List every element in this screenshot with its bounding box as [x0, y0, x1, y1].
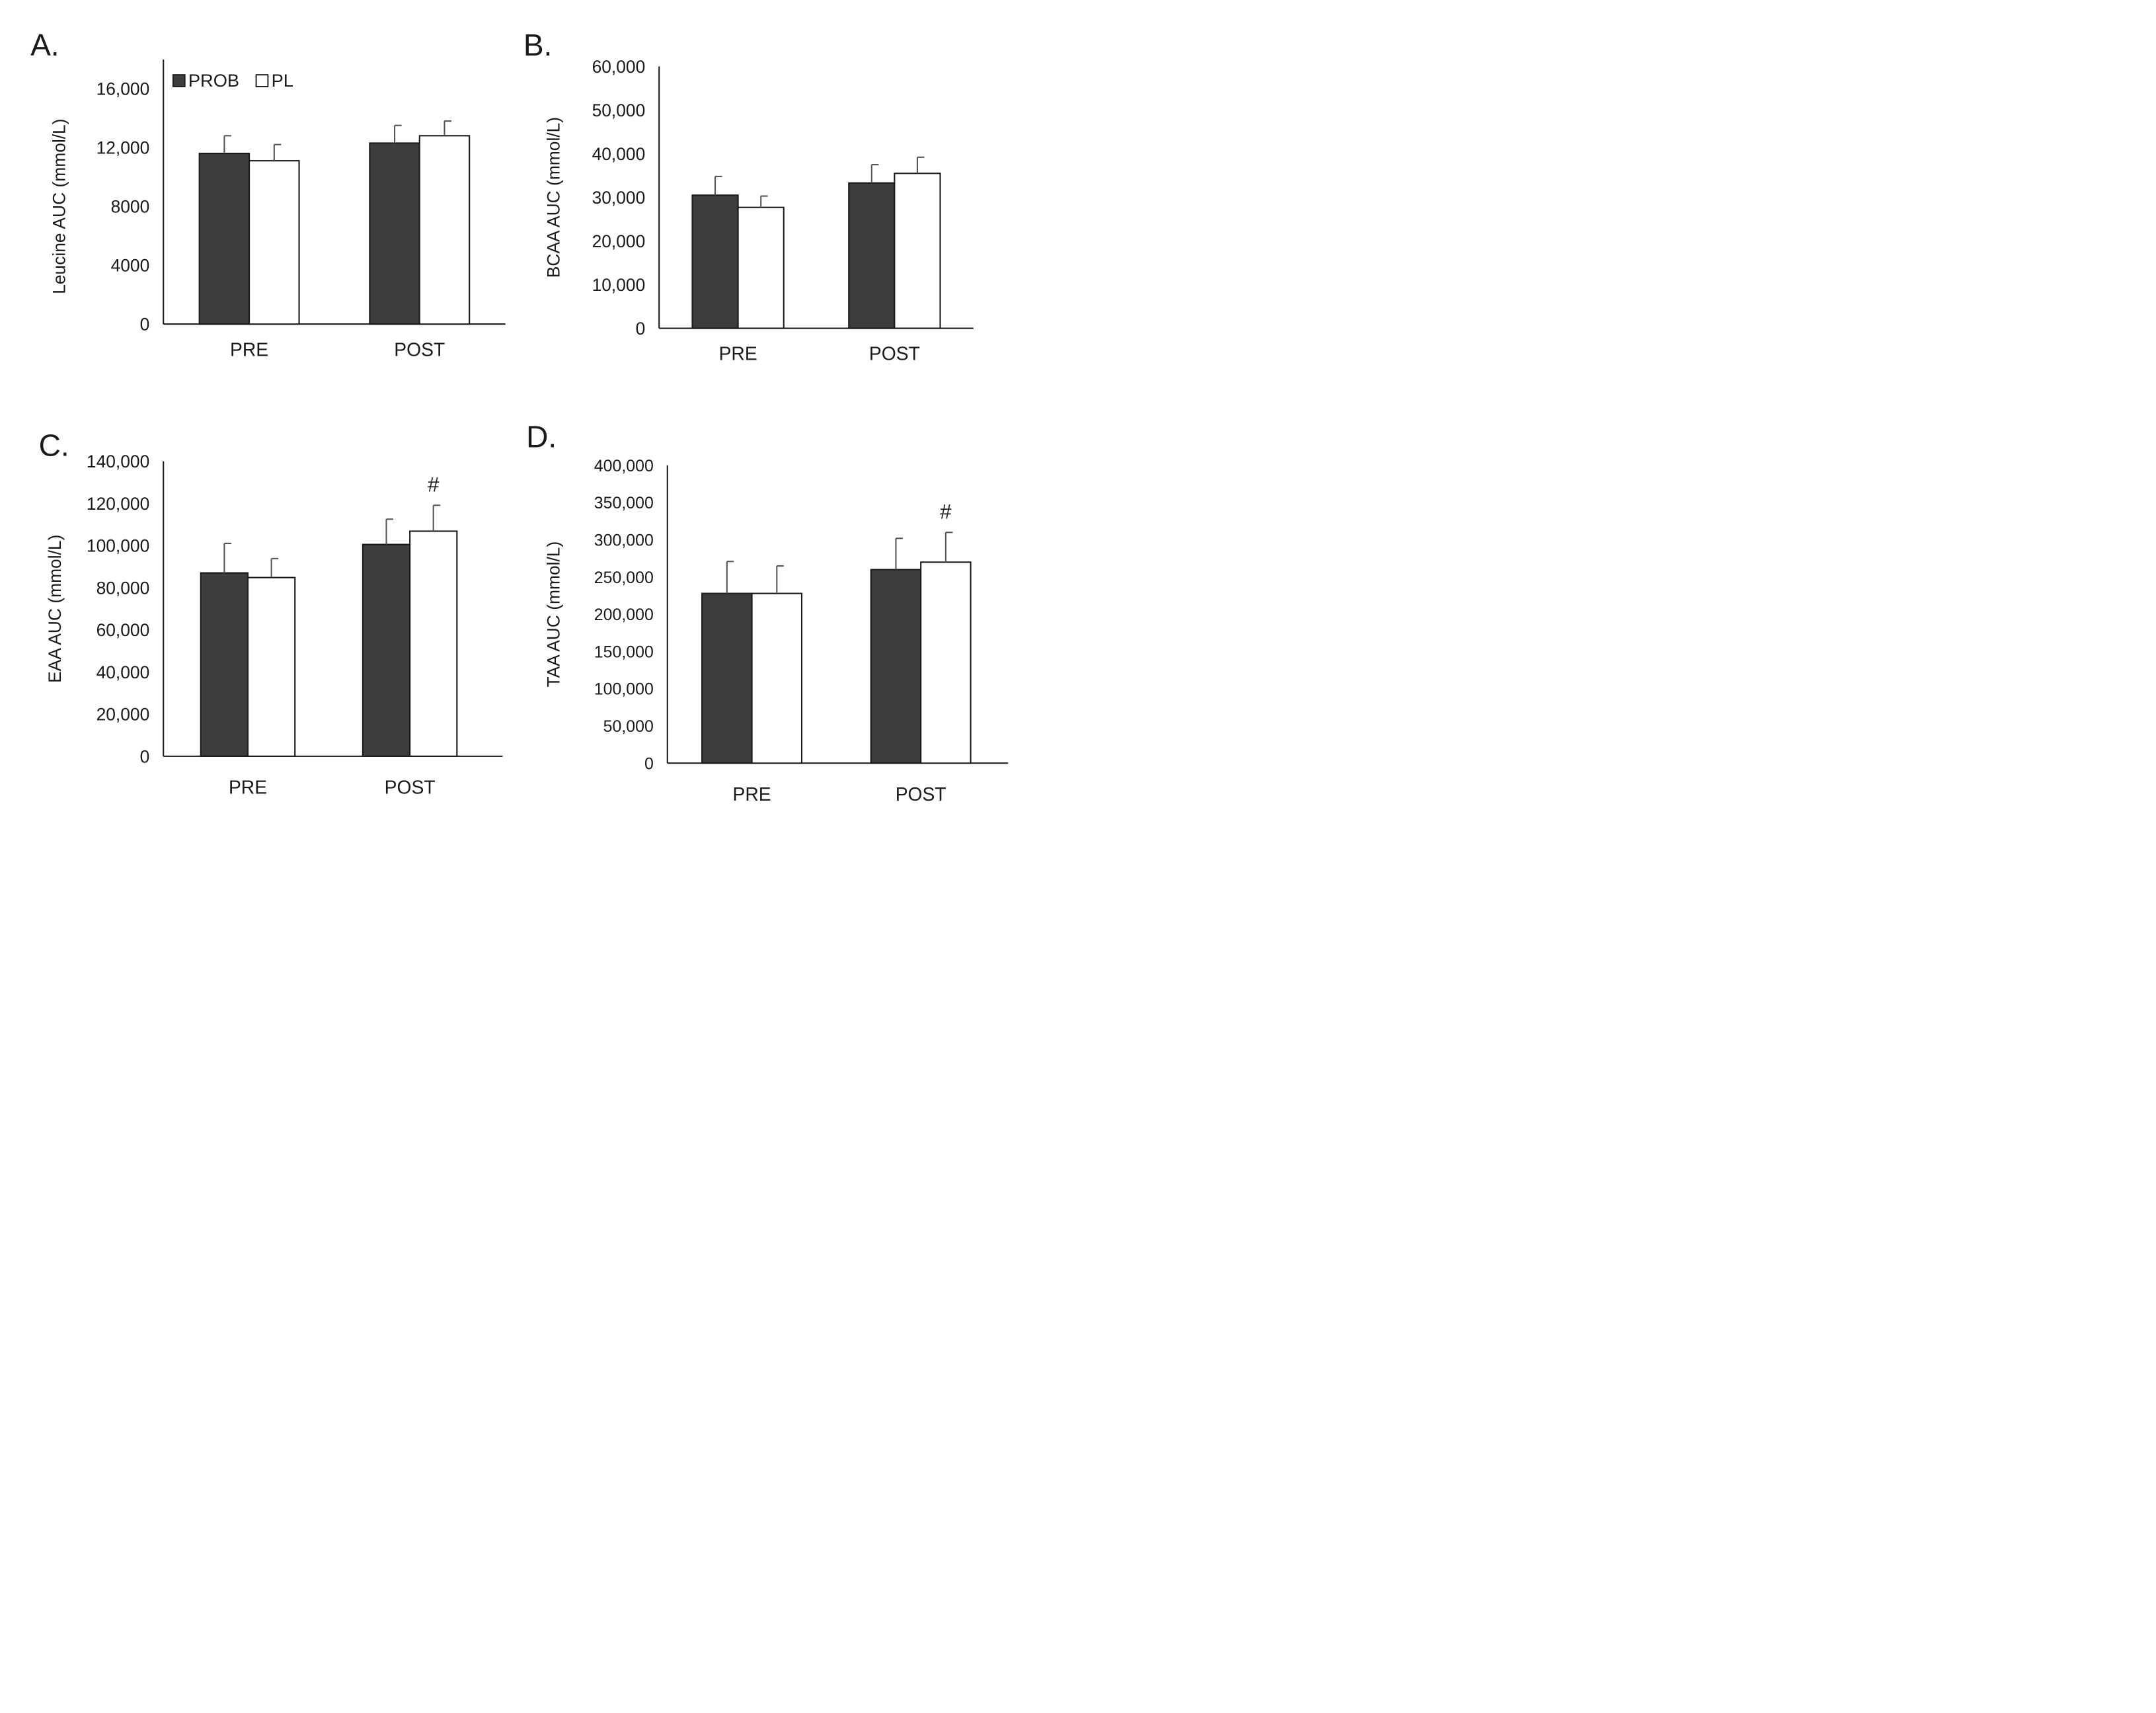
- y-tick-label: 100,000: [87, 536, 149, 556]
- y-tick-label: 400,000: [594, 457, 654, 475]
- y-tick-label: 150,000: [594, 643, 654, 661]
- y-tick-label: 50,000: [592, 100, 646, 120]
- y-tick-label: 0: [140, 315, 150, 335]
- bar-pl-post: [894, 173, 941, 329]
- y-tick-label: 10,000: [592, 275, 646, 295]
- y-tick-label: 60,000: [96, 620, 150, 640]
- y-tick-label: 200,000: [594, 606, 654, 624]
- bar-pl-post: [418, 135, 471, 325]
- bar-pl-pre: [249, 160, 300, 325]
- legend: PROB PL: [172, 70, 293, 91]
- bar-prob-pre: [701, 592, 753, 764]
- panel-label: B.: [523, 28, 553, 62]
- bar-prob-post: [870, 569, 922, 764]
- bar-pl-pre: [247, 577, 296, 757]
- y-tick-label: 12,000: [96, 138, 150, 158]
- bar-prob-pre: [691, 194, 739, 329]
- chart-panel-a: A. 0 4000 8000 12,000 16,000 Leucine AUC (mmol…: [30, 28, 506, 360]
- panel-label: A.: [30, 28, 59, 62]
- y-axis-label: TAA AUC (mmol/L): [543, 541, 563, 688]
- chart-panel-b: B. 0 10,000 20,000 30,000 40,000 50,000 60,000 B…: [523, 28, 974, 364]
- y-tick-label: 0: [140, 746, 150, 766]
- y-axis-label: Leucine AUC (mmol/L): [49, 118, 69, 294]
- chart-panels: A. 0 4000 8000 12,000 16,000 Leucine AUC (mmol…: [30, 28, 1009, 805]
- y-tick-label: 140,000: [87, 452, 149, 471]
- chart-panel-d: D. 0 50,000 100,000 150,000 200,000 250,000 300…: [526, 420, 1009, 805]
- bar-pl-post: [409, 530, 458, 757]
- y-axis-label: BCAA AUC (mmol/L): [543, 117, 563, 278]
- x-category-label: POST: [869, 343, 920, 364]
- y-tick-label: 4000: [111, 256, 150, 276]
- panel-label: D.: [526, 420, 557, 454]
- bar-prob-post: [848, 182, 896, 329]
- y-tick-label: 50,000: [603, 717, 654, 736]
- significance-marker: #: [428, 473, 440, 496]
- x-category-label: PRE: [719, 343, 757, 364]
- y-tick-label: 0: [644, 754, 654, 773]
- bar-prob-post: [362, 543, 411, 757]
- y-tick-label: 40,000: [592, 144, 646, 164]
- y-tick-label: 120,000: [87, 494, 149, 514]
- legend-label-prob: PROB: [188, 70, 239, 91]
- chart-panel-c: C. 0 20,000 40,000 60,000 80,000 100,000 120,00…: [39, 428, 503, 797]
- significance-marker: #: [940, 500, 952, 523]
- y-tick-label: 40,000: [96, 662, 150, 682]
- y-tick-label: 30,000: [592, 188, 646, 208]
- y-tick-label: 16,000: [96, 79, 150, 99]
- legend-swatch-prob: [172, 74, 186, 87]
- x-category-label: PRE: [733, 783, 771, 805]
- y-tick-label: 20,000: [96, 705, 150, 725]
- y-axis-label: EAA AUC (mmol/L): [45, 535, 65, 683]
- y-tick-label: 100,000: [594, 680, 654, 699]
- x-category-label: PRE: [230, 339, 268, 360]
- y-tick-label: 60,000: [592, 57, 646, 77]
- x-category-label: POST: [896, 783, 946, 805]
- y-tick-label: 250,000: [594, 569, 654, 587]
- bar-pl-post: [920, 561, 972, 764]
- panel-label: C.: [39, 428, 69, 462]
- y-tick-label: 0: [636, 319, 646, 339]
- y-tick-label: 8000: [111, 197, 150, 217]
- bar-pl-pre: [737, 206, 785, 329]
- y-tick-label: 350,000: [594, 494, 654, 512]
- y-tick-label: 20,000: [592, 231, 646, 251]
- bar-prob-pre: [200, 572, 249, 757]
- legend-swatch-pl: [255, 74, 269, 87]
- y-tick-label: 80,000: [96, 578, 150, 598]
- bar-prob-pre: [198, 152, 250, 325]
- bar-pl-pre: [751, 592, 803, 764]
- y-tick-label: 300,000: [594, 532, 654, 550]
- legend-label-pl: PL: [272, 70, 293, 91]
- x-category-label: PRE: [229, 776, 267, 797]
- x-category-label: POST: [385, 776, 436, 797]
- x-category-label: POST: [394, 339, 445, 360]
- bar-prob-post: [369, 142, 420, 325]
